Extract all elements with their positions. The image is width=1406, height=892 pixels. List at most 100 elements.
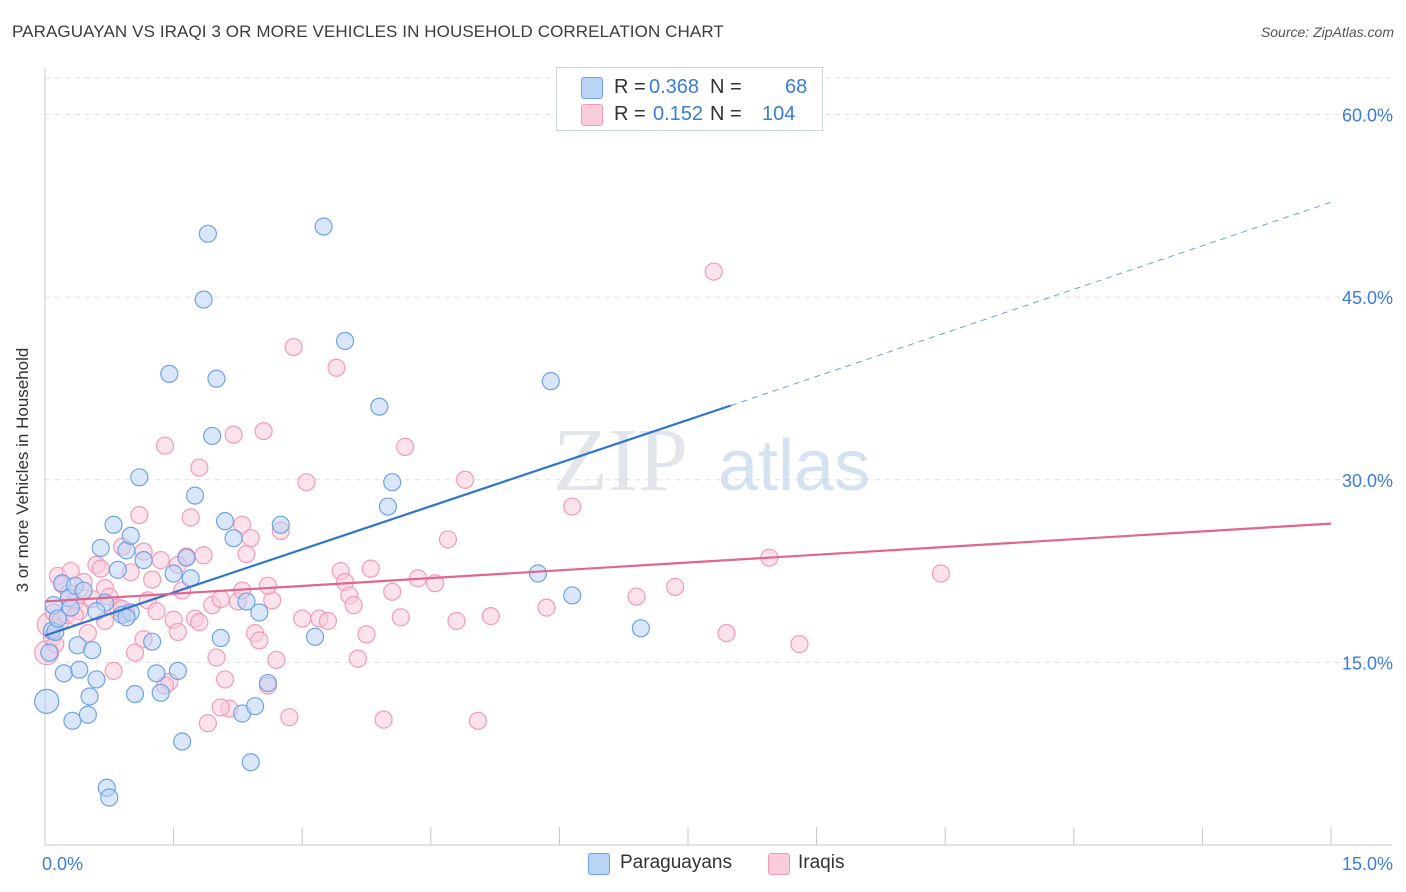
paraguayan-point — [271, 515, 290, 534]
iraqi-point — [357, 625, 376, 644]
iraqi-point — [78, 624, 97, 643]
y-tick-label: 45.0% — [1342, 288, 1393, 308]
legend-row-iraqis: R = 0.152 N = 104 — [557, 101, 822, 129]
paraguayan-point — [104, 515, 123, 534]
paraguayans-trend-line — [44, 404, 732, 637]
paraguayan-point — [177, 548, 196, 567]
paraguayan-point — [40, 643, 59, 662]
iraqi-point — [91, 559, 110, 578]
iraqi-point — [704, 262, 723, 281]
iraqi-point — [468, 711, 488, 730]
iraqi-point — [151, 551, 170, 570]
paraguayan-point — [80, 687, 99, 706]
iraqi-point — [233, 515, 252, 534]
iraqi-point — [344, 596, 363, 615]
paraguayan-point — [370, 397, 389, 416]
iraqi-point — [143, 570, 162, 589]
paraguayan-point — [305, 627, 325, 646]
paraguayan-point — [194, 290, 213, 309]
iraqi-point — [254, 421, 273, 441]
iraqi-point — [327, 358, 346, 377]
iraqis-swatch — [768, 853, 790, 875]
stats-legend: R = 0.368 N = 68 R = 0.152 N = 104 — [556, 67, 823, 131]
iraqi-point — [267, 650, 286, 670]
trend-lines — [44, 201, 1332, 637]
paraguayan-point — [87, 602, 106, 621]
iraqi-point — [237, 544, 256, 564]
paraguayan-point — [164, 564, 183, 583]
paraguayan-point — [314, 217, 333, 236]
paraguayan-point — [70, 660, 89, 679]
iraqi-point — [293, 609, 312, 628]
iraqi-point — [438, 530, 458, 549]
iraqi-point — [147, 602, 166, 621]
iraqi-point — [211, 589, 230, 609]
iraqi-point — [455, 470, 475, 489]
iraqi-point — [537, 598, 556, 617]
iraqi-point — [297, 473, 316, 492]
iraqi-point — [194, 546, 213, 565]
paraguayan-point — [224, 529, 243, 548]
axes — [44, 68, 1392, 846]
paraguayan-point — [237, 592, 256, 611]
paraguayans-swatch — [588, 853, 610, 875]
iraqi-point — [104, 661, 123, 681]
n-label: N = — [710, 103, 742, 125]
legend-row-paraguayans: R = 0.368 N = 68 — [557, 74, 822, 102]
paraguayan-point — [121, 526, 140, 545]
iraqi-point — [361, 559, 380, 578]
iraqis-trend-line — [44, 522, 1332, 603]
paraguayan-point — [198, 224, 217, 243]
iraqi-point — [241, 529, 260, 548]
paraguayan-point — [83, 641, 102, 660]
paraguayan-point — [245, 697, 265, 716]
paraguayan-point — [134, 551, 153, 570]
iraqi-point — [130, 505, 149, 525]
legend-label-paraguayans: Paraguayans — [620, 852, 732, 873]
iraqi-point — [190, 613, 209, 632]
paraguayan-point — [383, 473, 402, 492]
paraguayan-point — [378, 497, 398, 516]
paraguayan-point — [87, 670, 106, 689]
paraguayan-point — [151, 683, 170, 702]
legend-label-iraqis: Iraqis — [798, 852, 845, 873]
iraqi-point — [258, 576, 278, 595]
paraguayan-point — [203, 426, 222, 446]
paraguayan-point — [258, 673, 278, 693]
paraguayans-points — [34, 217, 650, 807]
paraguayan-point — [173, 732, 192, 751]
watermark-atlas: atlas — [718, 426, 870, 506]
paraguayan-point — [91, 538, 110, 558]
iraqi-point — [224, 425, 243, 444]
paraguayan-point — [631, 619, 650, 638]
n-value: 68 — [785, 76, 808, 98]
iraqi-point — [181, 508, 200, 527]
iraqi-point — [481, 607, 500, 626]
paraguayan-point — [335, 331, 355, 351]
paraguayan-point — [48, 609, 67, 628]
iraqi-point — [395, 437, 415, 456]
paraguayan-point — [250, 603, 269, 622]
y-tick-label: 15.0% — [1342, 653, 1393, 673]
paraguayan-point — [207, 369, 226, 388]
iraqi-point — [627, 587, 646, 606]
paraguayan-point — [168, 661, 187, 681]
paraguayan-point — [63, 711, 82, 730]
paraguayan-point — [143, 632, 162, 651]
y-tick-labels: 15.0% 30.0% 45.0% 60.0% — [1342, 106, 1393, 674]
paraguayan-point — [34, 688, 60, 714]
chart-title: PARAGUAYAN VS IRAQI 3 OR MORE VEHICLES I… — [12, 22, 724, 41]
iraqi-point — [348, 649, 368, 668]
iraqis-swatch — [581, 104, 603, 126]
paraguayans-swatch — [581, 77, 603, 99]
paraguayan-point — [541, 372, 560, 391]
x-tick-labels: 0.0% 15.0% — [42, 854, 1393, 874]
paraguayan-point — [563, 586, 582, 605]
iraqi-point — [190, 458, 209, 477]
r-value: 0.152 — [653, 103, 704, 125]
iraqi-point — [447, 611, 466, 631]
r-value: 0.368 — [649, 76, 700, 98]
iraqi-point — [155, 436, 175, 455]
paraguayan-point — [100, 788, 119, 807]
